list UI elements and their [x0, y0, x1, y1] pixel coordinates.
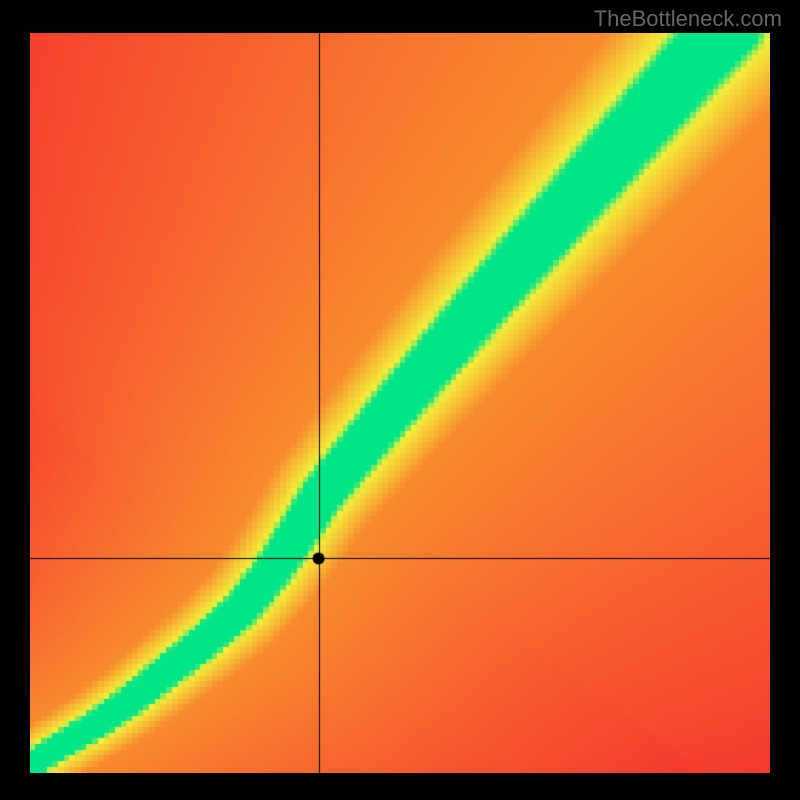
figure-container: TheBottleneck.com	[0, 0, 800, 800]
watermark-label: TheBottleneck.com	[594, 6, 782, 32]
heatmap-plot	[30, 33, 770, 773]
heatmap-canvas	[30, 33, 770, 773]
